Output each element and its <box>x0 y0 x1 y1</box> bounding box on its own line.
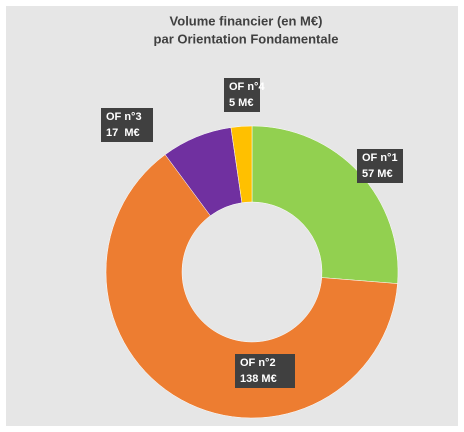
data-label-value: 57 M€ <box>362 168 393 180</box>
data-label-box <box>235 354 295 388</box>
data-label-name: OF n°2 <box>240 357 276 369</box>
donut-slice <box>230 125 253 204</box>
data-label-name: OF n°1 <box>362 152 398 164</box>
data-label-name: OF n°4 <box>229 81 265 93</box>
data-label: OF n°2 138 M€ <box>235 354 295 388</box>
chart-subtitle: par Orientation Fondamentale <box>154 31 339 46</box>
data-label-name: OF n°3 <box>106 111 142 123</box>
data-label-value: 5 M€ <box>229 97 253 109</box>
data-label-value: 138 M€ <box>240 373 277 385</box>
data-label: OF n°3 17 M€ <box>101 108 153 142</box>
data-label: OF n°4 5 M€ <box>224 78 265 112</box>
data-label-box <box>101 108 153 142</box>
donut-slice <box>105 154 398 419</box>
data-label-value: 17 M€ <box>106 127 140 139</box>
data-label-box <box>357 149 403 183</box>
data-label: OF n°1 57 M€ <box>357 149 403 183</box>
chart-title: Volume financier (en M€) <box>170 13 323 28</box>
data-label-box <box>224 78 260 112</box>
donut-slice <box>251 125 399 284</box>
